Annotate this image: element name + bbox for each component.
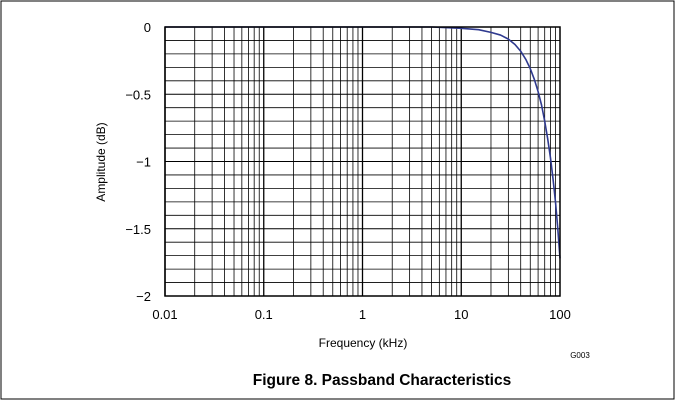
passband-chart: 0.01 0.1 1 10 100 0 −0.5 −1 −1.5 −2 Frequency (kH…: [94, 20, 571, 350]
series-layer: [165, 26, 561, 259]
y-axis-label: Amplitude (dB): [94, 122, 108, 201]
figure-caption: Figure 8. Passband Characteristics: [253, 372, 511, 389]
plot-grid: [164, 26, 560, 297]
figure-code: G003: [570, 351, 590, 360]
plot-area-border: [164, 26, 561, 297]
x-tick-label: 0.1: [255, 307, 273, 322]
y-tick-label: −2: [136, 289, 151, 304]
x-tick-label: 1: [359, 307, 366, 322]
x-tick-label: 100: [549, 307, 571, 322]
x-tick-label: 0.01: [152, 307, 177, 322]
y-tick-label: −1.5: [125, 222, 151, 237]
tick-labels: 0.01 0.1 1 10 100 0 −0.5 −1 −1.5 −2: [125, 20, 571, 322]
series-line-1: [165, 26, 561, 259]
y-tick-label: −0.5: [125, 87, 151, 102]
y-tick-label: −1: [136, 155, 151, 170]
y-tick-label: 0: [144, 20, 151, 35]
x-tick-label: 10: [454, 307, 468, 322]
x-axis-label: Frequency (kHz): [319, 336, 408, 350]
